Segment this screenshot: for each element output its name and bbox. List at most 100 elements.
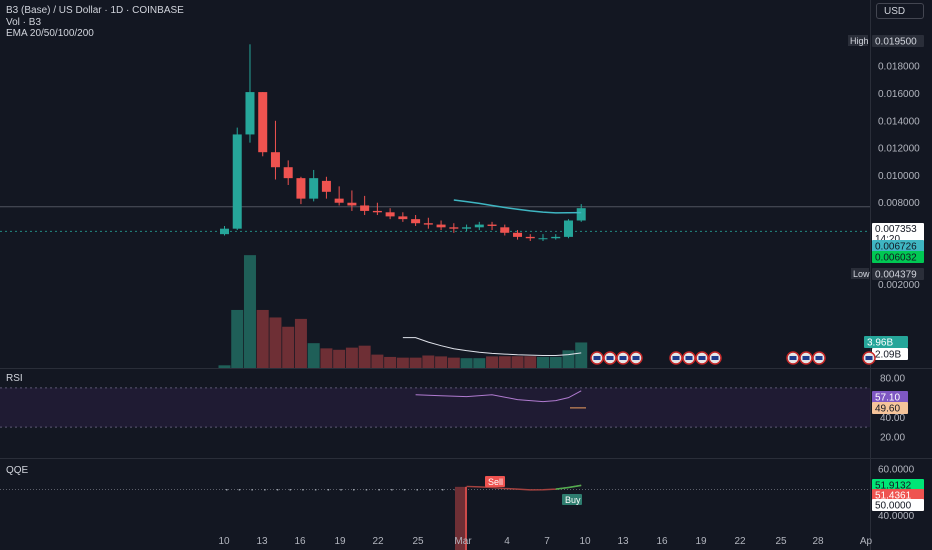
- volume-bar: [396, 357, 409, 368]
- qqe-dot: [378, 489, 380, 491]
- event-flag-icon-stripe: [606, 356, 614, 360]
- volume-ma-value-bg: [872, 348, 908, 360]
- event-flag-icon-stripe: [593, 356, 601, 360]
- qqe-axis-tick: 40.0000: [878, 511, 915, 522]
- volume-bar: [294, 318, 307, 368]
- time-axis-tick: 7: [544, 536, 550, 547]
- qqe-dot: [340, 489, 342, 491]
- symbol-title: B3 (Base) / US Dollar · 1D · COINBASE: [6, 5, 184, 16]
- volume-bar: [409, 357, 422, 368]
- qqe-dot: [264, 489, 266, 491]
- low-label: Low: [853, 269, 870, 279]
- qqe-dot: [302, 489, 304, 491]
- volume-bar: [333, 349, 346, 368]
- candle-body: [385, 212, 395, 217]
- volume-bar: [460, 358, 473, 368]
- time-axis-tick: Ap: [860, 536, 873, 547]
- price-axis-tick: 0.018000: [878, 62, 920, 73]
- time-axis-tick: 25: [412, 536, 424, 547]
- candle-body: [283, 167, 293, 179]
- volume-bar: [345, 347, 358, 368]
- qqe-dot: [276, 489, 279, 491]
- volume-bar: [256, 309, 269, 368]
- event-flag-icon-stripe: [685, 356, 693, 360]
- qqe-dot: [314, 489, 317, 491]
- qqe-dot: [429, 489, 431, 491]
- price-axis-tick: 0.010000: [878, 171, 920, 182]
- qqe-histogram-bar: [455, 486, 467, 550]
- volume-bar: [447, 357, 460, 368]
- qqe-value-c-bg: [872, 499, 924, 511]
- volume-bar: [243, 255, 256, 368]
- time-axis-tick: Mar: [454, 536, 472, 547]
- volume-bar: [473, 358, 486, 368]
- qqe-dot: [353, 489, 355, 491]
- volume-ma-line: [402, 337, 582, 356]
- candle-body: [232, 134, 242, 229]
- rsi-axis-tick: 20.00: [880, 433, 905, 444]
- volume-bar: [269, 317, 282, 368]
- high-value-bg: [872, 35, 924, 47]
- candle-body: [538, 238, 548, 240]
- price-axis-tick: 0.016000: [878, 89, 920, 100]
- time-axis-tick: 10: [218, 536, 230, 547]
- volume-bar: [358, 345, 371, 368]
- qqe-value-b: 51.4361: [875, 491, 912, 502]
- high-label: High: [850, 36, 869, 46]
- time-axis-tick: 4: [504, 536, 510, 547]
- rsi-value: 57.10: [875, 393, 900, 404]
- candle-body: [245, 92, 255, 135]
- candle-body: [334, 198, 344, 203]
- event-flag-icon-stripe: [698, 356, 706, 360]
- qqe-pane-label: QQE: [6, 465, 29, 476]
- volume-bar: [498, 356, 511, 368]
- rsi-ma-value-bg: [872, 402, 908, 414]
- ema-value-bg: [872, 240, 924, 252]
- qqe-dot: [365, 489, 368, 491]
- time-axis-tick: 28: [812, 536, 824, 547]
- volume-bar: [511, 356, 524, 368]
- candle-body: [398, 216, 408, 220]
- candle-body: [258, 92, 268, 153]
- candle-body: [525, 236, 535, 239]
- volume-bar: [384, 356, 397, 368]
- candle-body: [220, 228, 229, 235]
- time-axis-tick: 13: [617, 536, 629, 547]
- event-flag-icon-stripe: [789, 356, 797, 360]
- time-axis-tick: 10: [579, 536, 591, 547]
- event-flag-icon-stripe: [711, 356, 719, 360]
- price-axis-tick: 0.002000: [878, 280, 920, 291]
- qqe-dot: [226, 489, 228, 491]
- buy-signal-bg: [562, 494, 582, 505]
- volume-bar: [562, 350, 575, 368]
- candle-body: [347, 202, 357, 206]
- high-value: 0.019500: [875, 37, 917, 48]
- candle-body: [309, 178, 319, 199]
- volume-bar: [435, 356, 448, 368]
- low-label-bg: [851, 268, 869, 279]
- currency-button[interactable]: USD: [876, 3, 924, 19]
- qqe-dot: [416, 489, 418, 491]
- volume-bar: [537, 356, 549, 368]
- rsi-line: [415, 390, 582, 403]
- candle-body: [360, 205, 370, 211]
- qqe-dot: [327, 489, 330, 491]
- candle-body: [321, 180, 331, 192]
- volume-bar: [307, 343, 320, 368]
- volume-bar: [422, 355, 435, 368]
- rsi-pane-label: RSI: [6, 373, 23, 384]
- time-axis-tick: 19: [695, 536, 707, 547]
- volume-value: 3.96B: [867, 338, 893, 349]
- candle-body: [449, 227, 459, 229]
- volume-bar: [282, 326, 295, 368]
- candle-body: [372, 210, 382, 213]
- candle-body: [500, 227, 510, 233]
- volume-bar: [218, 365, 231, 368]
- candle-body: [513, 232, 523, 237]
- price-axis-tick: 0.014000: [878, 116, 920, 127]
- qqe-dot: [403, 489, 406, 491]
- candle-body: [563, 220, 573, 237]
- volume-bar: [371, 354, 384, 368]
- qqe-value-b-bg: [872, 489, 924, 501]
